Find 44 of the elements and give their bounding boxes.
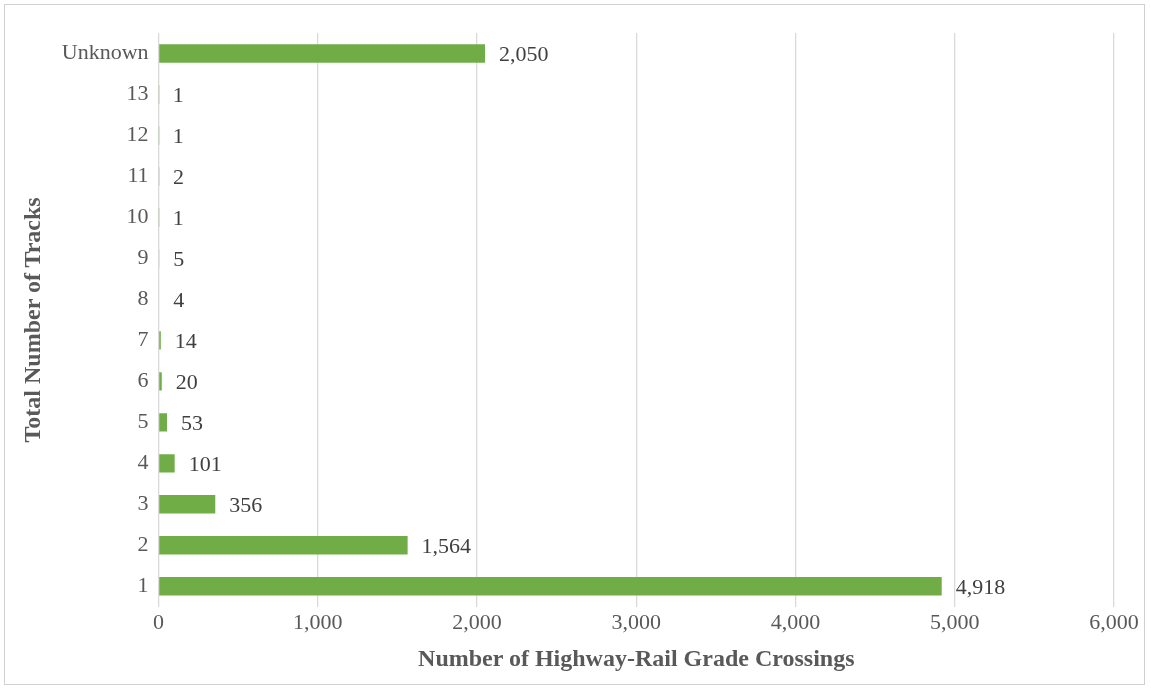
data-label: 1,564 bbox=[421, 533, 472, 559]
bar bbox=[159, 577, 942, 596]
data-label: 4,918 bbox=[955, 574, 1006, 600]
y-tick-label: 12 bbox=[126, 121, 149, 147]
y-tick-label: Unknown bbox=[61, 39, 149, 65]
data-label: 2 bbox=[172, 164, 184, 190]
y-tick-label: 3 bbox=[137, 490, 149, 516]
x-tick-label: 0 bbox=[153, 608, 165, 634]
data-label: 1 bbox=[172, 82, 184, 108]
x-tick-label: 1,000 bbox=[293, 608, 343, 634]
data-label: 5 bbox=[173, 246, 185, 272]
x-tick-label: 2,000 bbox=[452, 608, 502, 634]
y-tick-label: 1 bbox=[137, 572, 149, 598]
y-tick-label: 5 bbox=[137, 408, 149, 434]
y-axis-title: Total Number of Tracks bbox=[18, 197, 45, 443]
y-tick-label: 2 bbox=[137, 531, 149, 557]
bar bbox=[159, 454, 175, 473]
bar bbox=[159, 495, 216, 514]
data-label: 53 bbox=[181, 410, 204, 436]
data-label: 2,050 bbox=[499, 41, 549, 67]
data-label: 1 bbox=[172, 205, 184, 231]
data-label: 1 bbox=[172, 123, 184, 149]
data-label: 101 bbox=[188, 451, 222, 477]
data-label: 356 bbox=[229, 492, 263, 518]
x-axis-title: Number of Highway-Rail Grade Crossings bbox=[418, 644, 855, 671]
y-tick-label: 4 bbox=[137, 449, 149, 475]
x-tick-label: 5,000 bbox=[930, 608, 980, 634]
y-tick-label: 10 bbox=[126, 203, 149, 229]
bar bbox=[159, 536, 408, 555]
data-label: 20 bbox=[175, 369, 198, 395]
y-tick-label: 6 bbox=[137, 367, 149, 393]
y-tick-label: 9 bbox=[137, 244, 149, 270]
y-tick-label: 8 bbox=[137, 285, 149, 311]
bar bbox=[159, 372, 162, 391]
bar bbox=[159, 413, 168, 432]
x-tick-label: 4,000 bbox=[770, 608, 821, 634]
x-tick-label: 3,000 bbox=[611, 608, 662, 634]
y-tick-label: 13 bbox=[126, 80, 149, 106]
y-tick-label: 11 bbox=[127, 162, 149, 188]
x-tick-label: 6,000 bbox=[1089, 608, 1139, 634]
data-label: 14 bbox=[174, 328, 197, 354]
bar bbox=[159, 44, 486, 63]
data-label: 4 bbox=[173, 287, 185, 313]
y-tick-label: 7 bbox=[137, 326, 149, 352]
